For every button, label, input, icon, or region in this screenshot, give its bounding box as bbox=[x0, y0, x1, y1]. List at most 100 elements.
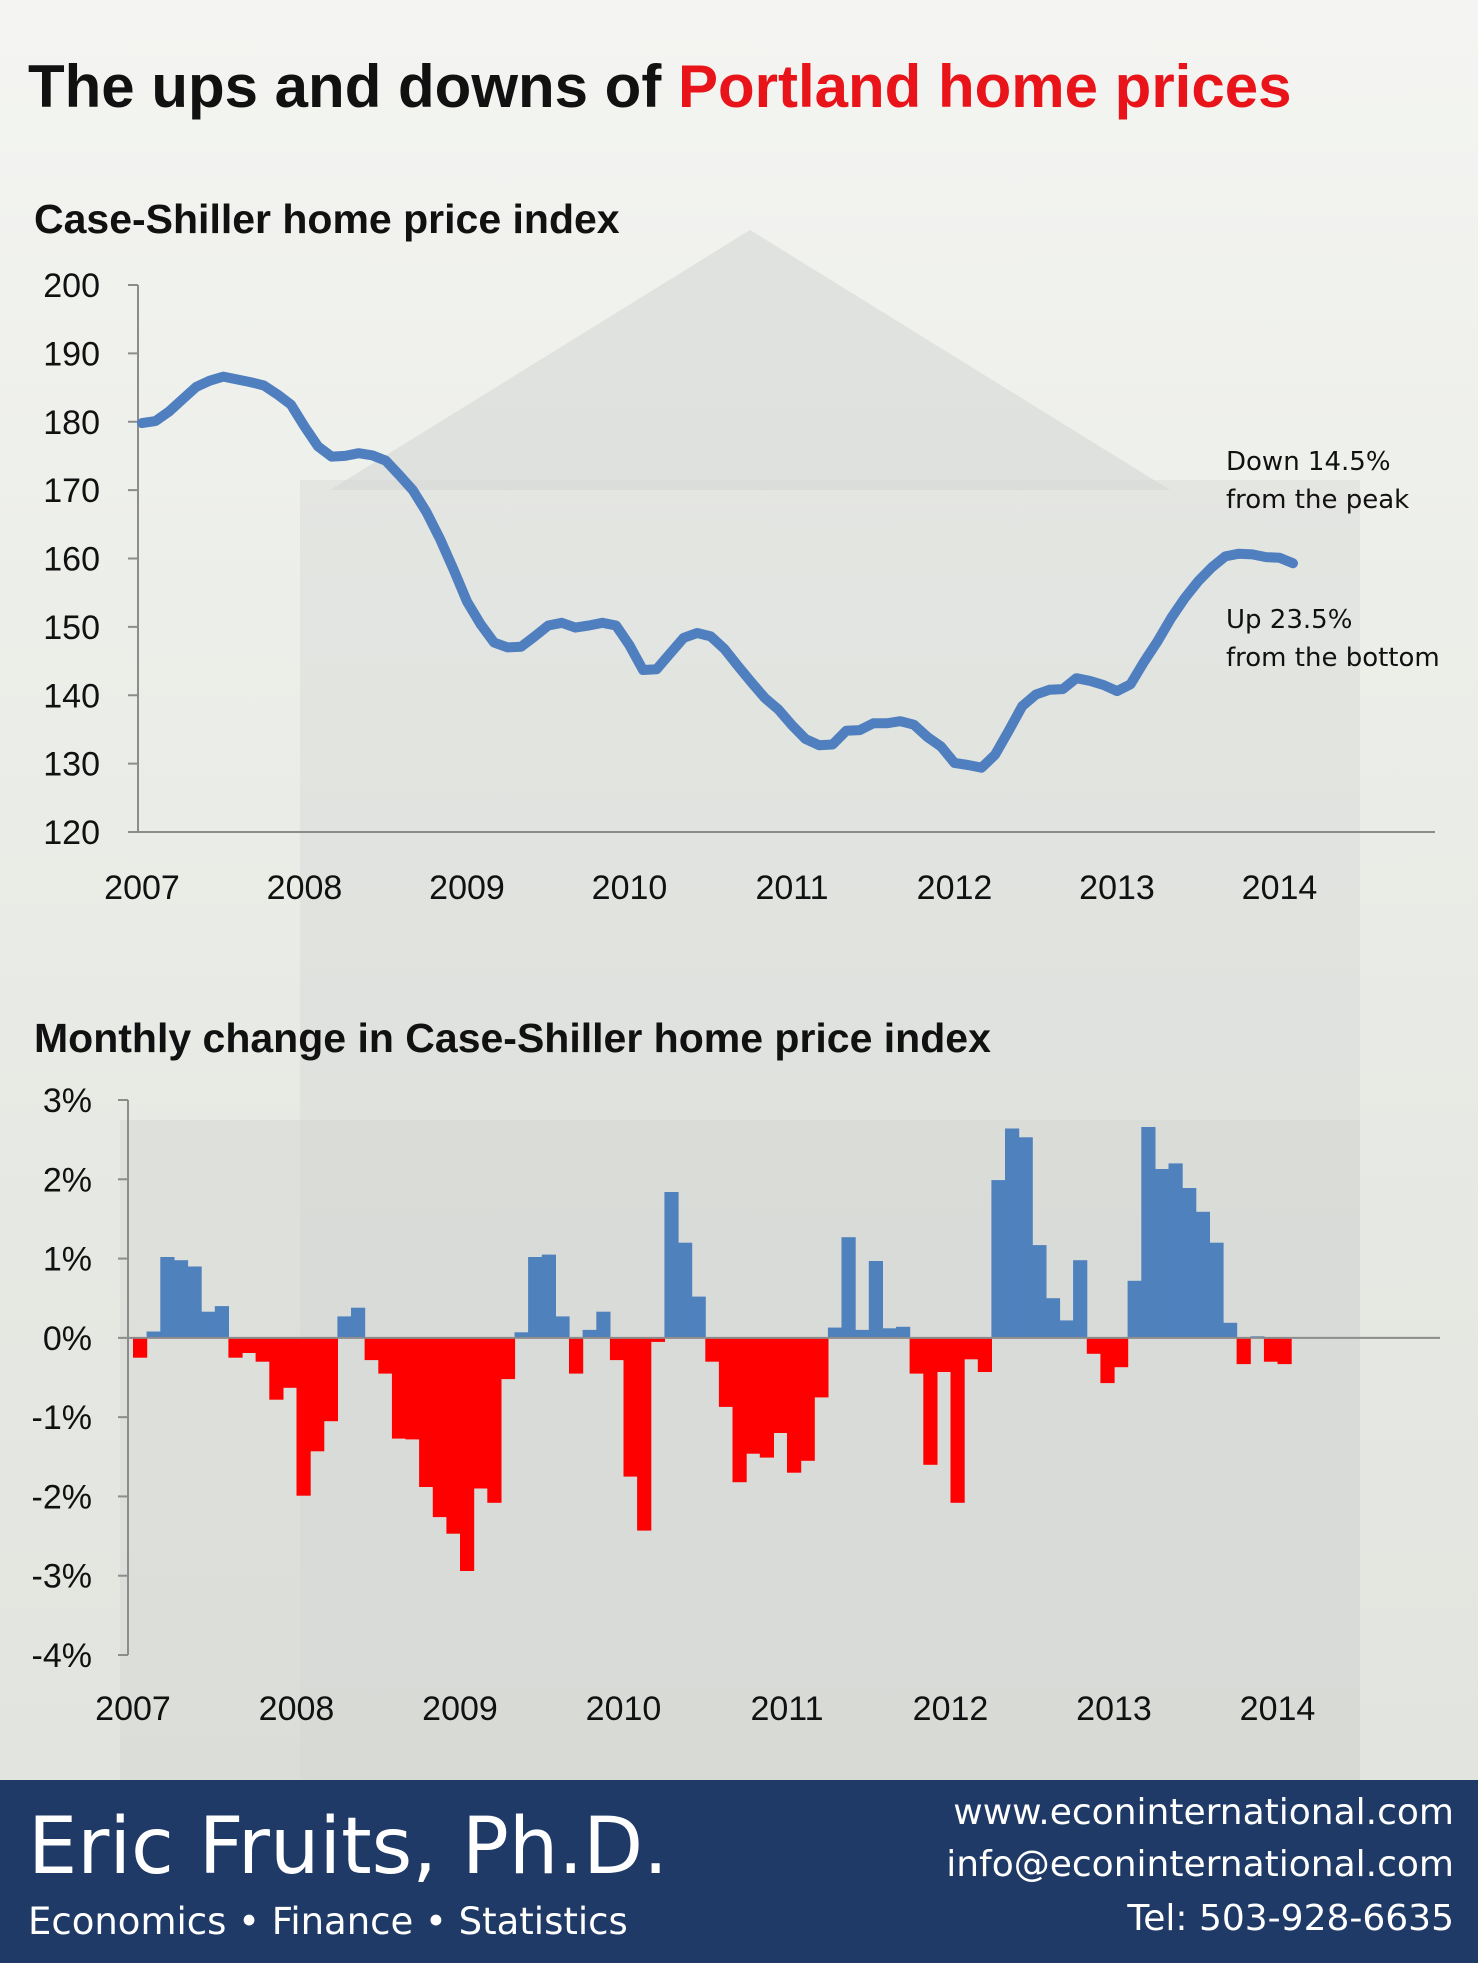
bar-negative bbox=[1263, 1337, 1279, 1362]
website-link[interactable]: www.econinternational.com bbox=[953, 1792, 1454, 1833]
page-title-highlight: Portland home prices bbox=[677, 53, 1292, 120]
bar-negative bbox=[133, 1337, 148, 1358]
line-chart-y-tick-label: 130 bbox=[43, 746, 100, 784]
line-chart-x-tick-label: 2008 bbox=[267, 869, 343, 907]
bar-chart-x-tick-label: 2010 bbox=[586, 1690, 662, 1728]
bar-negative bbox=[759, 1337, 774, 1458]
bar-negative bbox=[446, 1337, 461, 1534]
bar-negative bbox=[500, 1337, 516, 1380]
bar-negative bbox=[705, 1337, 720, 1362]
bar-positive bbox=[160, 1257, 175, 1338]
bar-positive bbox=[1209, 1242, 1224, 1338]
bar-negative bbox=[936, 1337, 952, 1372]
bar-chart-y-tick-label: -3% bbox=[32, 1558, 92, 1596]
bar-positive bbox=[528, 1257, 543, 1338]
line-chart-x-tick-label: 2007 bbox=[104, 869, 180, 907]
bar-positive bbox=[1059, 1320, 1074, 1338]
bar-negative bbox=[964, 1337, 979, 1360]
bar-positive bbox=[1154, 1169, 1170, 1338]
bar-positive bbox=[1168, 1163, 1183, 1338]
bar-negative bbox=[1100, 1337, 1115, 1384]
bar-negative bbox=[282, 1337, 298, 1388]
bar-negative bbox=[1114, 1337, 1129, 1368]
bar-negative bbox=[255, 1337, 270, 1362]
author-name: Eric Fruits, Ph.D. bbox=[28, 1802, 668, 1892]
bar-negative bbox=[977, 1337, 992, 1372]
bar-positive bbox=[146, 1331, 161, 1338]
bar-negative bbox=[1236, 1337, 1251, 1365]
bar-chart-x-tick-label: 2009 bbox=[422, 1690, 498, 1728]
phone-number: Tel: 503-928-6635 bbox=[1127, 1898, 1454, 1939]
bottom-annotation-line1: Up 23.5% bbox=[1226, 605, 1353, 635]
bar-negative bbox=[323, 1337, 338, 1422]
bar-chart-x-tick-label: 2008 bbox=[259, 1690, 335, 1728]
bar-chart-y-tick-label: 2% bbox=[43, 1161, 92, 1199]
peak-annotation-line2: from the peak bbox=[1226, 485, 1410, 515]
bar-chart-x-tick-label: 2013 bbox=[1076, 1690, 1152, 1728]
bar-positive bbox=[1141, 1127, 1156, 1338]
line-chart-x-tick-label: 2011 bbox=[755, 869, 828, 907]
bar-chart-x-tick-label: 2011 bbox=[750, 1690, 823, 1728]
bar-negative bbox=[269, 1337, 284, 1400]
bar-positive bbox=[827, 1327, 843, 1338]
bar-positive bbox=[1032, 1245, 1047, 1338]
bar-positive bbox=[691, 1296, 706, 1338]
bar-chart-y-tick-label: -1% bbox=[32, 1399, 92, 1437]
bar-positive bbox=[882, 1328, 897, 1338]
peak-annotation: Down 14.5% from the peak bbox=[1226, 443, 1409, 519]
bar-negative bbox=[378, 1337, 393, 1374]
bar-negative bbox=[718, 1337, 734, 1407]
line-chart-y-tick-label: 170 bbox=[43, 472, 100, 510]
bottom-annotation: Up 23.5% from the bottom bbox=[1226, 601, 1440, 677]
bar-positive bbox=[855, 1329, 870, 1338]
bar-negative bbox=[1086, 1337, 1101, 1354]
bar-negative bbox=[419, 1337, 434, 1487]
house-roof-shape bbox=[330, 230, 1170, 490]
bar-chart-title: Monthly change in Case-Shiller home pric… bbox=[34, 1015, 991, 1061]
bar-positive bbox=[541, 1254, 556, 1338]
line-chart-y-tick-label: 120 bbox=[43, 814, 100, 852]
bar-negative bbox=[637, 1337, 652, 1531]
bar-chart-y-tick-label: 1% bbox=[43, 1241, 92, 1279]
bar-positive bbox=[337, 1316, 352, 1338]
bar-negative bbox=[310, 1337, 325, 1452]
bar-positive bbox=[1223, 1322, 1238, 1338]
line-chart-y-tick-label: 180 bbox=[43, 404, 100, 442]
bar-positive bbox=[1073, 1260, 1088, 1338]
line-chart-x-tick-label: 2012 bbox=[917, 869, 993, 907]
line-chart-x-tick-label: 2009 bbox=[429, 869, 505, 907]
bar-chart-y-tick-label: 3% bbox=[43, 1082, 92, 1120]
bar-positive bbox=[201, 1311, 216, 1338]
bar-positive bbox=[1195, 1211, 1210, 1338]
bar-negative bbox=[460, 1337, 475, 1571]
bar-positive bbox=[896, 1326, 911, 1338]
line-chart-y-tick-label: 190 bbox=[43, 335, 100, 373]
bar-positive bbox=[555, 1316, 570, 1338]
bar-negative bbox=[732, 1337, 747, 1483]
bar-negative bbox=[950, 1337, 965, 1503]
bar-positive bbox=[187, 1266, 202, 1338]
bar-chart-y-tick-label: 0% bbox=[43, 1320, 92, 1358]
bar-negative bbox=[909, 1337, 924, 1374]
bar-positive bbox=[991, 1180, 1006, 1338]
bar-negative bbox=[1277, 1337, 1292, 1365]
page-title-prefix: The ups and downs of bbox=[28, 53, 678, 120]
bar-chart-x-tick-label: 2007 bbox=[95, 1690, 171, 1728]
bar-positive bbox=[1182, 1188, 1197, 1338]
bar-negative bbox=[569, 1337, 584, 1374]
bar-negative bbox=[487, 1337, 502, 1503]
bar-negative bbox=[473, 1337, 488, 1489]
bar-negative bbox=[391, 1337, 407, 1439]
line-chart-x-tick-label: 2014 bbox=[1242, 869, 1318, 907]
bar-negative bbox=[242, 1337, 257, 1353]
email-link[interactable]: info@econinternational.com bbox=[946, 1844, 1454, 1885]
bar-negative bbox=[787, 1337, 802, 1473]
bar-positive bbox=[596, 1311, 611, 1338]
line-chart-y-tick-label: 200 bbox=[43, 267, 100, 305]
bar-negative bbox=[432, 1337, 447, 1518]
bar-negative bbox=[746, 1337, 761, 1454]
bar-positive bbox=[664, 1192, 679, 1338]
page-title: The ups and downs of Portland home price… bbox=[28, 52, 1291, 121]
bar-positive bbox=[173, 1260, 189, 1338]
bar-chart-x-tick-label: 2012 bbox=[913, 1690, 989, 1728]
